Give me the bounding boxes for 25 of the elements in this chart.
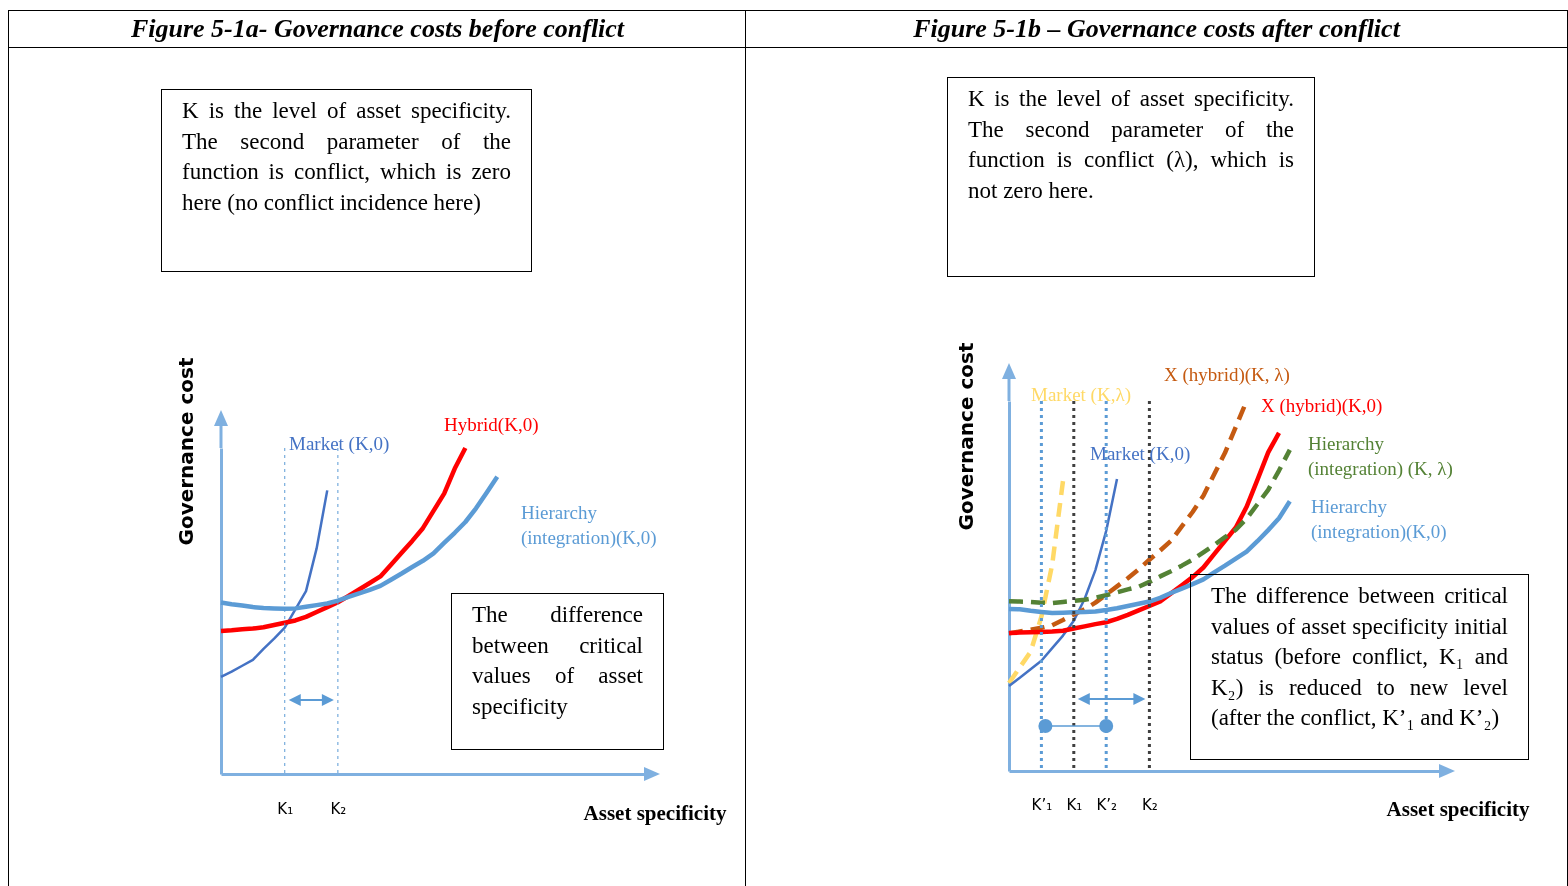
- annotation: The difference between critical values of asset specificity initial status (before conflict, K₁ and K₂) is reduced to new level (after the conflict, K’₁ and K’₂): [1190, 574, 1529, 760]
- x-tick-label: K₂: [330, 799, 347, 818]
- series-label: Hierarchy (integration) (K, λ): [1308, 432, 1454, 481]
- x-tick-label: K’₁: [1031, 795, 1053, 814]
- series-label: X (hybrid)(K, λ): [1164, 363, 1290, 387]
- series-label: Hierarchy (integration)(K,0): [521, 501, 658, 550]
- annotation: The difference between critical values of asset specificity: [451, 593, 664, 750]
- series-label: Hierarchy (integration)(K,0): [1311, 495, 1448, 544]
- y-axis-title: Governance cost: [173, 357, 198, 546]
- series-label: X (hybrid)(K,0): [1261, 394, 1383, 418]
- text: Market (K,λ): [1031, 383, 1131, 407]
- series-label: Hybrid(K,0): [444, 413, 539, 437]
- x-tick-label: K₁: [277, 799, 294, 818]
- chart-title: Figure 5-1b – Governance costs after conflict: [746, 11, 1567, 48]
- series-label: Market (K,0): [1090, 442, 1191, 466]
- x-axis-title: Asset specificity: [1386, 796, 1530, 821]
- x-tick-label: K’₂: [1096, 795, 1118, 814]
- text: K is the level of asset specificity. The second parameter of the function is conflict, which is zero here (no conflict incidence here): [161, 89, 532, 272]
- x-tick-label: K₁: [1066, 795, 1083, 814]
- x-axis-title: Asset specificity: [583, 800, 727, 825]
- x-tick-label: K₂: [1141, 795, 1158, 814]
- text: K is the level of asset specificity. The second parameter of the function is conflict (λ), which is not zero here.: [947, 77, 1315, 277]
- y-axis-title: Governance cost: [953, 342, 978, 531]
- text: Market (K,0): [289, 432, 390, 456]
- chart-title: Figure 5-1a- Governance costs before conflict: [9, 11, 746, 48]
